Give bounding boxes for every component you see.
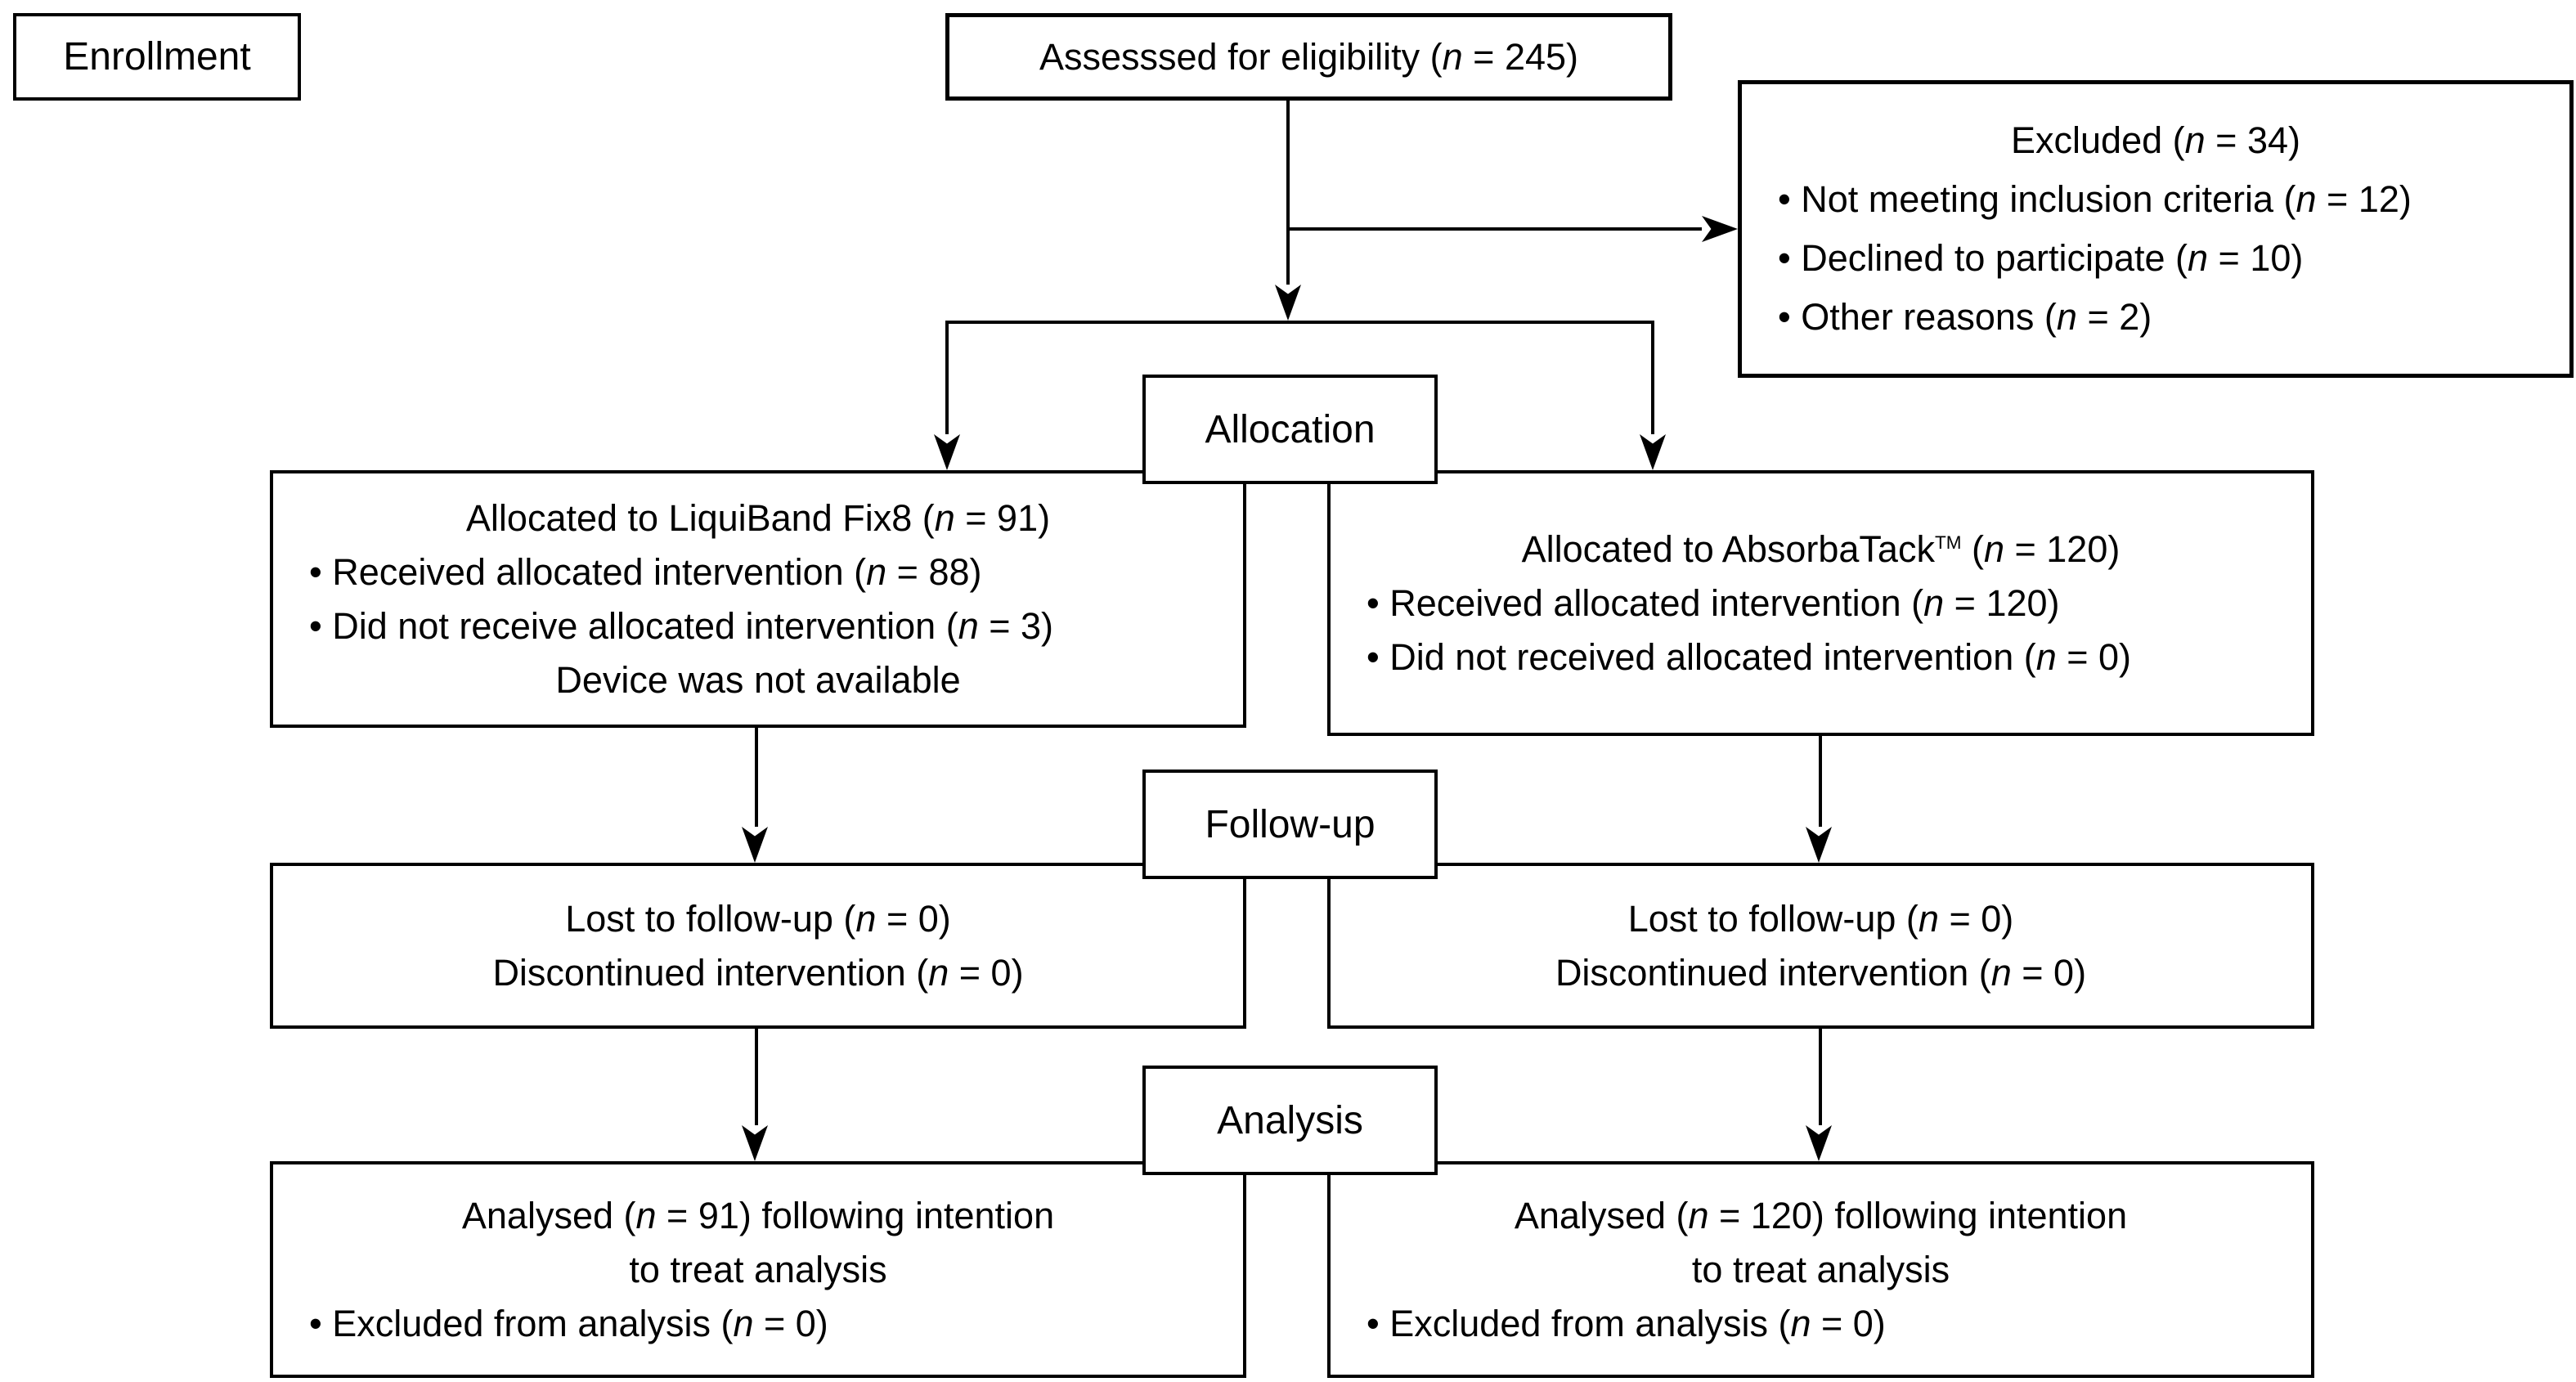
text-line: Device was not available bbox=[555, 658, 961, 701]
enrollment-label: Enrollment bbox=[63, 35, 251, 79]
text-line: to treat analysis bbox=[1691, 1248, 1950, 1290]
followup-left-group-box: Lost to follow-up (n = 0) Discontinued in… bbox=[270, 863, 1246, 1029]
followup-right-group-box: Lost to follow-up (n = 0) Discontinued in… bbox=[1327, 863, 2314, 1029]
down-arrowhead-icon bbox=[1806, 1125, 1832, 1161]
right-allocation-drop-line bbox=[1651, 321, 1654, 434]
followup-to-analysis-left-line bbox=[755, 1027, 758, 1125]
text-line: Did not receive allocated intervention (… bbox=[273, 599, 1243, 653]
text-line: Analysed (n = 91) following intention bbox=[461, 1194, 1055, 1236]
text-line: Received allocated intervention (n = 88) bbox=[273, 545, 1243, 599]
text-line: Assesssed for eligibility (n = 245) bbox=[1039, 35, 1579, 78]
down-arrowhead-icon bbox=[742, 1125, 768, 1161]
text-line: Analysed (n = 120) following intention bbox=[1514, 1194, 2128, 1236]
down-arrowhead-icon bbox=[1806, 827, 1832, 863]
followup-label-box: Follow-up bbox=[1142, 770, 1438, 879]
followup-label: Follow-up bbox=[1205, 802, 1376, 846]
text-line: Did not received allocated intervention … bbox=[1331, 630, 2311, 684]
text-line: Excluded from analysis (n = 0) bbox=[273, 1297, 1243, 1351]
text-line: Lost to follow-up (n = 0) bbox=[565, 897, 951, 940]
excluded-box: Excluded (n = 34) Not meeting inclusion c… bbox=[1738, 80, 2574, 378]
allocation-to-followup-right-line bbox=[1819, 733, 1822, 827]
allocation-label-box: Allocation bbox=[1142, 375, 1438, 484]
right-arrowhead-icon bbox=[1702, 216, 1738, 242]
analysis-right-group-box: Analysed (n = 120) following intention to… bbox=[1327, 1161, 2314, 1378]
analysis-label: Analysis bbox=[1217, 1098, 1363, 1142]
text-line: Allocated to LiquiBand Fix8 (n = 91) bbox=[465, 496, 1051, 539]
analysis-label-box: Analysis bbox=[1142, 1066, 1438, 1175]
followup-to-analysis-right-line bbox=[1819, 1027, 1822, 1125]
down-arrowhead-icon bbox=[742, 827, 768, 863]
allocation-split-line bbox=[945, 321, 1654, 324]
allocation-to-followup-left-line bbox=[755, 725, 758, 827]
left-allocation-drop-line bbox=[945, 321, 949, 434]
down-arrowhead-icon bbox=[1640, 434, 1666, 470]
text-line: Excluded from analysis (n = 0) bbox=[1331, 1297, 2311, 1351]
text-line: Not meeting inclusion criteria (n = 12) bbox=[1742, 170, 2569, 229]
allocation-right-group-box: Allocated to AbsorbaTackTM (n = 120) Rece… bbox=[1327, 470, 2314, 736]
text-line: to treat analysis bbox=[629, 1248, 887, 1290]
text-line: Allocated to AbsorbaTackTM (n = 120) bbox=[1521, 527, 2120, 570]
down-arrowhead-icon bbox=[1275, 285, 1301, 321]
down-arrowhead-icon bbox=[934, 434, 960, 470]
text-line: Lost to follow-up (n = 0) bbox=[1627, 897, 2014, 940]
allocation-label: Allocation bbox=[1205, 407, 1376, 451]
text-line: Declined to participate (n = 10) bbox=[1742, 229, 2569, 288]
assessed-stem-line bbox=[1286, 101, 1290, 285]
text-line: Received allocated intervention (n = 120… bbox=[1331, 577, 2311, 630]
enrollment-label-box: Enrollment bbox=[13, 13, 301, 101]
assessed-eligibility-box: Assesssed for eligibility (n = 245) bbox=[945, 13, 1672, 101]
excluded-branch-line bbox=[1286, 227, 1702, 231]
text-line: Other reasons (n = 2) bbox=[1742, 288, 2569, 347]
allocation-left-group-box: Allocated to LiquiBand Fix8 (n = 91) Rece… bbox=[270, 470, 1246, 728]
analysis-left-group-box: Analysed (n = 91) following intention to … bbox=[270, 1161, 1246, 1378]
text-line: Excluded (n = 34) bbox=[2011, 119, 2300, 161]
text-line: Discontinued intervention (n = 0) bbox=[492, 951, 1024, 994]
text-line: Discontinued intervention (n = 0) bbox=[1555, 951, 2087, 994]
